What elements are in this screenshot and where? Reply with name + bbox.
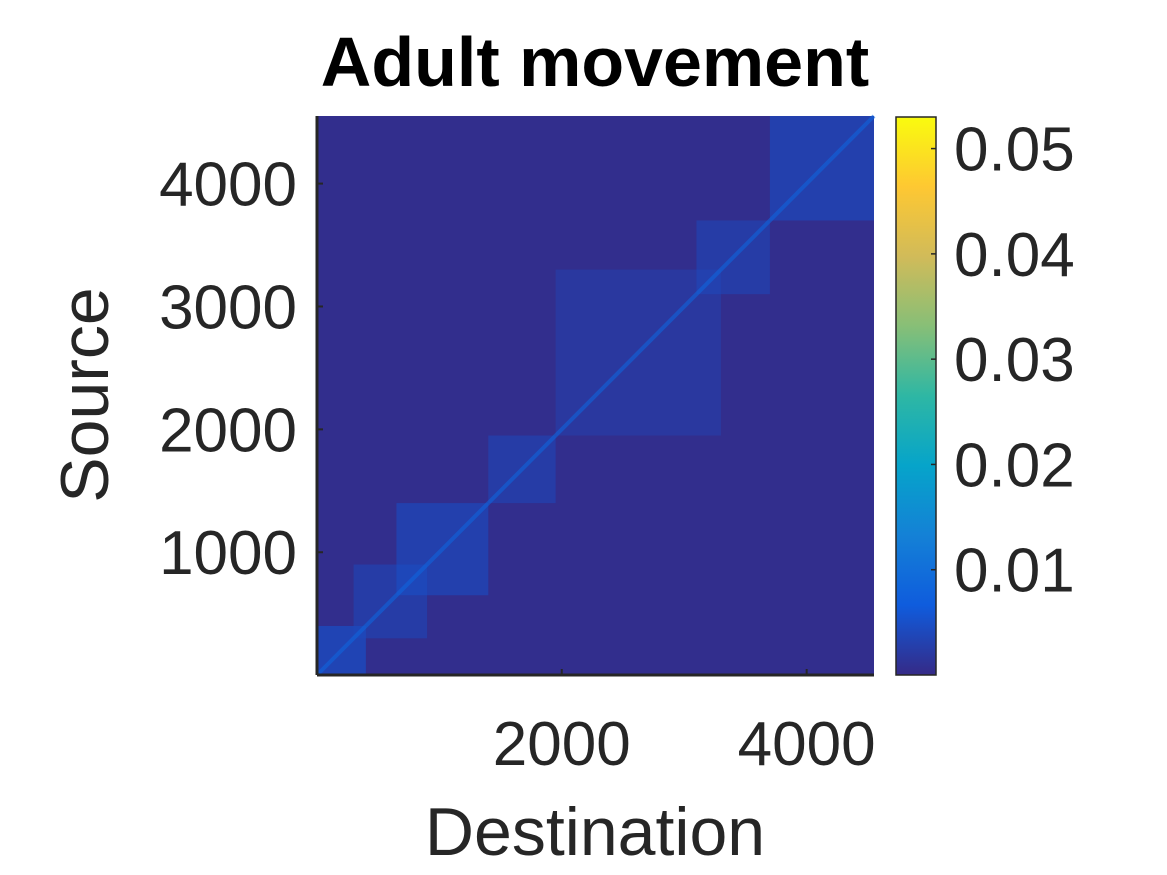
x-tick-label: 2000 — [493, 710, 631, 779]
x-tick-label: 4000 — [738, 710, 876, 779]
colorbar-tick-label: 0.04 — [954, 221, 1075, 290]
y-tick-label: 1000 — [159, 519, 297, 588]
y-tick-label: 3000 — [159, 273, 297, 342]
x-axis-label: Destination — [425, 794, 765, 870]
x-axis-ticks: 2000 4000 — [493, 669, 876, 779]
heatmap-diagonal-line — [315, 114, 876, 677]
chart-title: Adult movement — [321, 23, 869, 101]
colorbar: 0.01 0.02 0.03 0.04 0.05 — [895, 116, 1075, 676]
colorbar-gradient — [895, 116, 937, 676]
y-tick-label: 2000 — [159, 396, 297, 465]
colorbar-tick-label: 0.05 — [954, 116, 1075, 185]
colorbar-tick-label: 0.03 — [954, 326, 1075, 395]
plot-area — [315, 114, 876, 677]
colorbar-tick-label: 0.01 — [954, 537, 1075, 606]
y-tick-label: 4000 — [159, 151, 297, 220]
heatmap-diagonal — [315, 114, 876, 677]
colorbar-tick-label: 0.02 — [954, 431, 1075, 500]
y-axis-label: Source — [47, 287, 123, 502]
colorbar-ticks: 0.01 0.02 0.03 0.04 0.05 — [931, 116, 1075, 606]
y-axis-ticks: 1000 2000 3000 4000 — [159, 151, 323, 588]
